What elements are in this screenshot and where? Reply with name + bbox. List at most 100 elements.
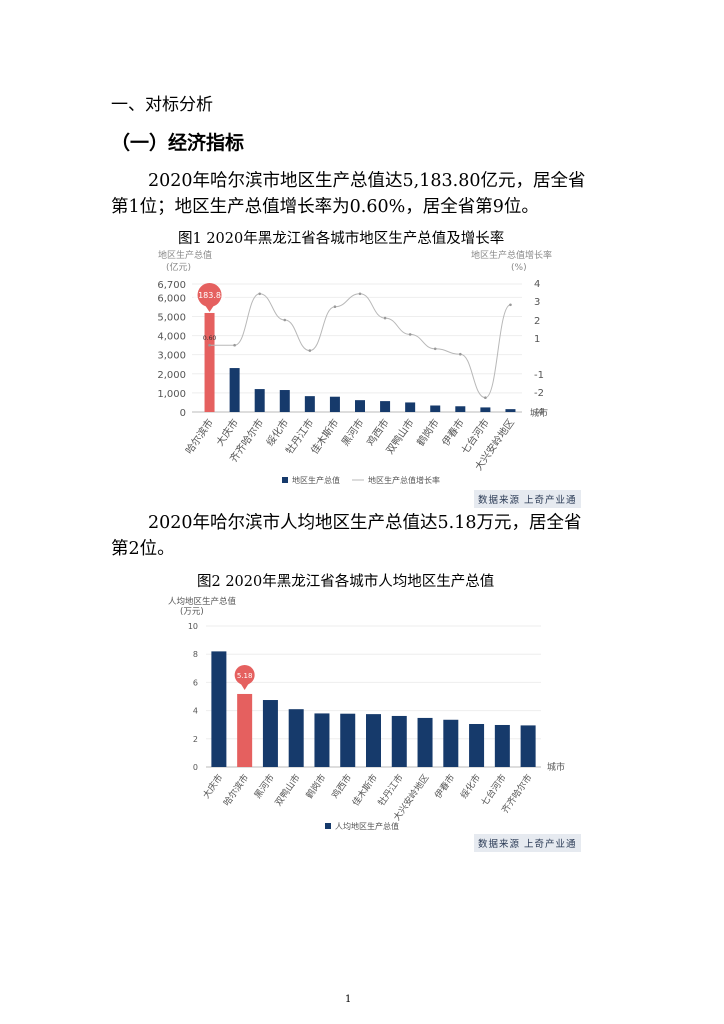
y-tick-label: 0 xyxy=(180,408,186,419)
chart-bar xyxy=(405,402,416,412)
chart-bar xyxy=(520,725,536,767)
data-source-label: 数据来源 上奇产业通 xyxy=(474,490,581,508)
y-tick-label: 2 xyxy=(193,735,198,744)
paragraph-line: 第2位。 xyxy=(111,539,175,559)
x-tick-label: 黑河市 xyxy=(252,772,277,801)
paragraph-line: 2020年哈尔滨市人均地区生产总值达5.18万元，居全省 xyxy=(148,513,582,533)
legend-swatch xyxy=(325,823,331,829)
chart-bar xyxy=(469,723,485,767)
chart-bar xyxy=(204,312,215,412)
y-tick-label: 4 xyxy=(193,707,198,716)
x-tick-label: 伊春市 xyxy=(432,772,457,801)
legend-label: 地区生产总值 xyxy=(292,475,340,485)
growth-point xyxy=(233,343,236,347)
data-label: 5.18 xyxy=(237,672,253,680)
y2-tick-label: -2 xyxy=(534,388,544,399)
paragraph-line: 第1位；地区生产总值增长率为0.60%，居全省第9位。 xyxy=(111,197,539,217)
y-tick-label: 8 xyxy=(193,650,198,659)
growth-line xyxy=(209,293,511,399)
y2-tick-label: -1 xyxy=(534,370,544,381)
x-tick-label: 黑河市 xyxy=(339,416,367,448)
y-axis-label: (亿元) xyxy=(166,261,191,273)
x-axis-label: 城市 xyxy=(547,761,565,773)
y-tick-label: 0 xyxy=(193,763,198,772)
growth-point xyxy=(308,349,312,352)
growth-point xyxy=(383,316,387,320)
value-pin-tip xyxy=(203,302,216,312)
chart-bar xyxy=(430,405,441,412)
x-tick-label: 绥化市 xyxy=(458,772,483,801)
y-tick-label: 1,000 xyxy=(157,389,186,400)
value-pin-tip xyxy=(239,681,250,690)
growth-point xyxy=(484,396,487,399)
chart-bar xyxy=(237,693,253,767)
y2-axis-label: 地区生产总值增长率 xyxy=(471,249,552,261)
gdp-chart: 地区生产总值 (亿元) 地区生产总值增长率 (%) 0 1,000 2,000 3,000 4,… xyxy=(157,249,552,485)
chart-bar xyxy=(417,717,433,767)
legend-swatch xyxy=(282,477,288,483)
x-tick-label: 大庆市 xyxy=(213,416,241,448)
line-data-label: 0.60 xyxy=(203,335,217,342)
x-tick-label: 鸡西市 xyxy=(329,772,354,801)
y-tick-label: 6,000 xyxy=(157,293,186,304)
paragraph-gdp: 2020年哈尔滨市地区生产总值达5,183.80亿元，居全省 第1位；地区生产总… xyxy=(111,168,621,220)
data-label: 5183.80 xyxy=(193,291,226,300)
growth-point xyxy=(358,292,362,296)
y-tick-label: 2,000 xyxy=(157,370,186,381)
y2-tick-label: 2 xyxy=(534,316,540,327)
growth-point xyxy=(408,333,412,336)
chart-bar xyxy=(304,396,315,412)
chart-bar xyxy=(314,713,330,767)
chart-bar xyxy=(355,400,365,412)
y2-tick-label: 1 xyxy=(534,334,540,345)
growth-point xyxy=(283,318,287,322)
chart-bar xyxy=(391,715,407,767)
x-tick-label: 鸡西市 xyxy=(364,416,392,448)
growth-point xyxy=(258,292,261,296)
chart-bar xyxy=(366,714,381,767)
x-tick-label: 哈尔滨市 xyxy=(221,772,251,808)
paragraph-per-capita: 2020年哈尔滨市人均地区生产总值达5.18万元，居全省 第2位。 xyxy=(111,510,621,562)
value-pin xyxy=(234,664,255,685)
y-tick-label: 6,700 xyxy=(157,280,186,291)
growth-point xyxy=(459,352,462,356)
y-axis-label: 人均地区生产总值 xyxy=(168,596,237,607)
chart-bar xyxy=(380,401,391,412)
chart-bar xyxy=(211,651,227,767)
y2-tick-label: 4 xyxy=(534,279,540,290)
legend-label: 人均地区生产总值 xyxy=(335,821,399,831)
x-tick-label: 伊春市 xyxy=(439,416,467,448)
section-heading: 一、对标分析 xyxy=(111,95,213,115)
x-tick-label: 大庆市 xyxy=(200,772,225,801)
growth-point xyxy=(208,343,211,347)
x-tick-label: 双鸭山市 xyxy=(272,772,302,808)
per-capita-chart: 人均地区生产总值(万元)0246810城市大庆市哈尔滨市5.18黑河市双鸭山市鹤… xyxy=(168,596,565,831)
x-tick-label: 绥化市 xyxy=(263,416,291,448)
y-tick-label: 10 xyxy=(188,622,198,631)
legend-label: 地区生产总值增长率 xyxy=(368,475,440,485)
chart-bar xyxy=(455,406,466,412)
x-tick-label: 哈尔滨市 xyxy=(182,416,216,456)
y-tick-label: 5,000 xyxy=(157,312,186,323)
chart-bar xyxy=(443,719,459,767)
y-tick-label: 6 xyxy=(193,678,198,687)
figure1-title: 图1 2020年黑龙江省各城市地区生产总值及增长率 xyxy=(178,231,505,247)
chart-bar xyxy=(288,709,304,767)
x-tick-label: 鹤岗市 xyxy=(303,772,328,801)
figure2-title: 图2 2020年黑龙江省各城市人均地区生产总值 xyxy=(197,574,495,590)
chart-bar xyxy=(340,713,356,767)
x-tick-label: 七台河市 xyxy=(478,772,508,808)
chart-bar xyxy=(262,700,278,767)
chart-bar xyxy=(494,724,510,767)
y-tick-label: 3,000 xyxy=(157,351,186,362)
data-source-label: 数据来源 上奇产业通 xyxy=(474,834,581,852)
y2-axis-label: (%) xyxy=(511,263,527,273)
y-tick-label: 4,000 xyxy=(157,332,186,343)
chart-bar xyxy=(254,389,265,412)
chart-bar xyxy=(329,396,340,412)
growth-point xyxy=(433,347,437,351)
x-tick-label: 牡丹江市 xyxy=(375,772,405,808)
chart-bar xyxy=(505,409,516,412)
value-pin xyxy=(197,282,222,307)
x-axis-label: 城市 xyxy=(530,407,548,419)
